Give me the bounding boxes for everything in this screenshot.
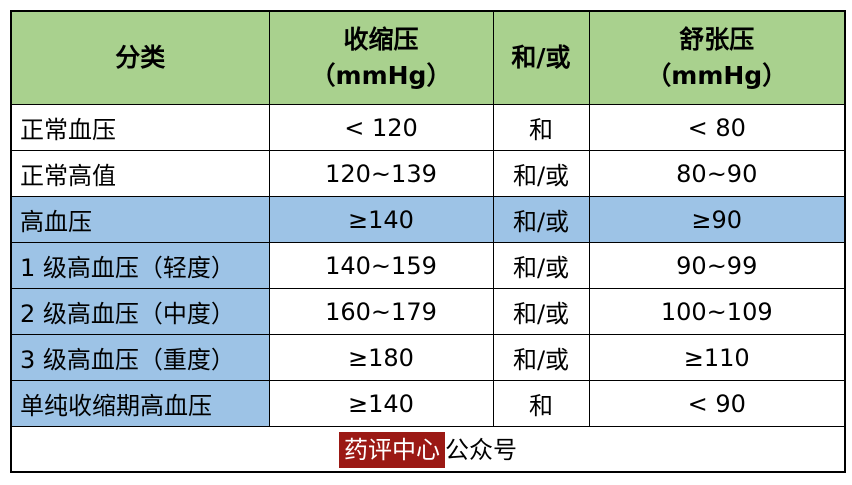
diastolic-cell: < 90 xyxy=(588,380,846,427)
wechat-account-badge: 药评中心 xyxy=(339,431,445,469)
category-cell: 2 级高血压（中度） xyxy=(10,288,270,335)
table-body: 正常血压 < 120 和 < 80 正常高值 120~139 和/或 80~90… xyxy=(10,104,846,427)
systolic-cell: < 120 xyxy=(268,104,494,151)
category-cell: 高血压 xyxy=(10,196,270,243)
header-systolic: 收缩压 （mmHg） xyxy=(268,10,494,105)
footer-cell: 药评中心 公众号 xyxy=(10,426,846,473)
connector-cell: 和 xyxy=(492,380,590,427)
category-cell: 1 级高血压（轻度） xyxy=(10,242,270,289)
connector-cell: 和/或 xyxy=(492,196,590,243)
systolic-cell: 140~159 xyxy=(268,242,494,289)
table-row: 3 级高血压（重度） ≥180 和/或 ≥110 xyxy=(10,334,846,381)
category-cell: 单纯收缩期高血压 xyxy=(10,380,270,427)
diastolic-cell: 80~90 xyxy=(588,150,846,197)
table-row: 正常血压 < 120 和 < 80 xyxy=(10,104,846,151)
table-row: 正常高值 120~139 和/或 80~90 xyxy=(10,150,846,197)
bp-classification-table: 分类 收缩压 （mmHg） 和/或 舒张压 （mmHg） 正常血压 < 120 … xyxy=(10,10,846,473)
table-row: 高血压 ≥140 和/或 ≥90 xyxy=(10,196,846,243)
connector-cell: 和/或 xyxy=(492,288,590,335)
table-footer: 药评中心 公众号 xyxy=(10,426,846,473)
table-row: 1 级高血压（轻度） 140~159 和/或 90~99 xyxy=(10,242,846,289)
category-cell: 正常高值 xyxy=(10,150,270,197)
header-diastolic-unit: （mmHg） xyxy=(646,61,788,90)
connector-cell: 和/或 xyxy=(492,150,590,197)
diastolic-cell: 90~99 xyxy=(588,242,846,289)
header-systolic-unit: （mmHg） xyxy=(310,61,452,90)
systolic-cell: 120~139 xyxy=(268,150,494,197)
wechat-account-suffix: 公众号 xyxy=(445,435,517,464)
table-row: 单纯收缩期高血压 ≥140 和 < 90 xyxy=(10,380,846,427)
header-systolic-label: 收缩压 xyxy=(343,24,419,54)
diastolic-cell: 100~109 xyxy=(588,288,846,335)
category-cell: 正常血压 xyxy=(10,104,270,151)
header-category-label: 分类 xyxy=(115,42,166,72)
header-connector-label: 和/或 xyxy=(511,42,571,72)
header-diastolic-label: 舒张压 xyxy=(679,24,755,54)
table-row: 2 级高血压（中度） 160~179 和/或 100~109 xyxy=(10,288,846,335)
header-connector: 和/或 xyxy=(492,10,590,105)
systolic-cell: 160~179 xyxy=(268,288,494,335)
header-category: 分类 xyxy=(10,10,270,105)
table-header: 分类 收缩压 （mmHg） 和/或 舒张压 （mmHg） xyxy=(10,10,846,105)
systolic-cell: ≥140 xyxy=(268,196,494,243)
connector-cell: 和/或 xyxy=(492,334,590,381)
category-cell: 3 级高血压（重度） xyxy=(10,334,270,381)
header-row: 分类 收缩压 （mmHg） 和/或 舒张压 （mmHg） xyxy=(10,10,846,105)
diastolic-cell: < 80 xyxy=(588,104,846,151)
header-diastolic: 舒张压 （mmHg） xyxy=(588,10,846,105)
diastolic-cell: ≥90 xyxy=(588,196,846,243)
systolic-cell: ≥180 xyxy=(268,334,494,381)
bp-classification-table-container: 分类 收缩压 （mmHg） 和/或 舒张压 （mmHg） 正常血压 < 120 … xyxy=(10,10,846,473)
systolic-cell: ≥140 xyxy=(268,380,494,427)
connector-cell: 和/或 xyxy=(492,242,590,289)
diastolic-cell: ≥110 xyxy=(588,334,846,381)
footer-row: 药评中心 公众号 xyxy=(10,426,846,473)
connector-cell: 和 xyxy=(492,104,590,151)
